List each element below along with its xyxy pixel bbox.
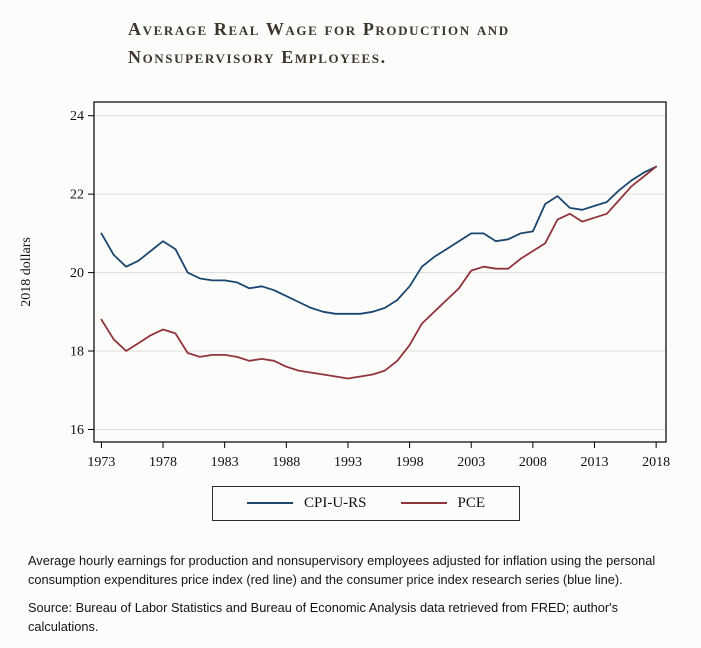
legend-label-pce: PCE [457,494,486,511]
legend-item-pce: PCE [400,494,486,512]
legend-item-cpi-u-rs: CPI-U-RS [246,494,367,512]
pce-line [100,165,657,380]
svg-text:20: 20 [70,266,84,281]
cpi-u-rs-line-swatch [246,502,293,505]
x-axis: 1973 1978 1983 1988 1993 1998 2003 2008 2013 2018 [87,441,670,470]
plot-border [93,101,667,443]
svg-text:1973: 1973 [87,455,115,470]
svg-text:18: 18 [70,344,84,359]
grid-lines [94,115,666,430]
svg-text:2018: 2018 [642,455,670,470]
chart-title-line-1: Average Real Wage for Production and [128,19,510,39]
svg-text:1978: 1978 [149,455,177,470]
legend: CPI-U-RS PCE [211,485,521,521]
svg-text:2003: 2003 [457,455,485,470]
y-axis: 16 18 20 22 24 [70,109,94,438]
legend-row: CPI-U-RS PCE [14,485,684,521]
svg-text:2013: 2013 [581,455,609,470]
pce-line-swatch [400,502,447,505]
y-axis-title: 2018 dollars [19,237,34,307]
figure-captions: Average hourly earnings for production a… [28,551,667,637]
svg-text:1983: 1983 [211,455,239,470]
chart-title: Average Real Wage for Production and Non… [128,16,701,72]
figure-note: Average hourly earnings for production a… [28,552,656,587]
svg-text:1988: 1988 [272,455,300,470]
chart-title-line-2: Nonsupervisory Employees. [128,46,387,67]
svg-text:16: 16 [70,423,84,438]
svg-text:1993: 1993 [334,455,362,470]
figure-source: Source: Bureau of Labor Statistics and B… [28,600,618,635]
svg-text:2008: 2008 [519,455,547,470]
svg-text:1998: 1998 [396,455,424,470]
svg-text:24: 24 [70,109,84,124]
svg-text:22: 22 [70,187,84,202]
wage-line-chart: 16 18 20 22 24 1973 1978 1983 1988 1993 1998 2003 20… [19,101,670,470]
cpi-u-rs-line [100,165,657,315]
legend-label-cpi-u-rs: CPI-U-RS [303,494,367,511]
